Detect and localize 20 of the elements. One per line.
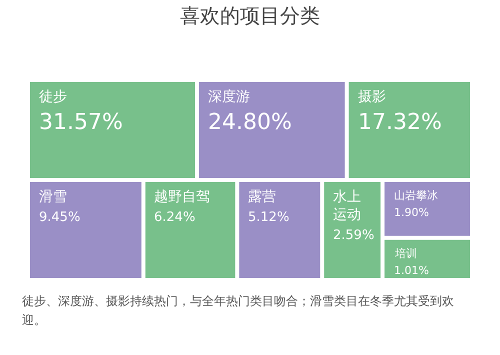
text: 喜欢的项目分类 [180,4,320,28]
category-label: 水上运动 [333,189,361,224]
category-label: 山岩攀冰 [394,189,438,202]
data-label: 6.24% [154,210,196,225]
category-label: 露营 [248,189,276,205]
category-label: 摄影 [358,89,386,105]
category-label: 越野自驾 [154,189,210,205]
data-label: 2.59% [333,228,374,243]
category-label: 培训 [394,247,417,260]
data-label: 5.12% [248,210,290,225]
text: 徒步、深度游、摄影持续热门，与全年热门类目吻合；滑雪类目在冬季尤其受到欢迎。 [22,293,455,329]
data-label: 1.01% [394,264,429,277]
category-label: 深度游 [208,89,250,105]
data-label: 9.45% [39,210,80,225]
data-label: 17.32% [358,110,442,135]
data-label: 31.57% [39,110,123,135]
category-label: 徒步 [39,89,67,105]
data-label: 24.80% [208,110,292,135]
data-label: 1.90% [394,206,429,219]
category-label: 滑雪 [39,189,67,205]
